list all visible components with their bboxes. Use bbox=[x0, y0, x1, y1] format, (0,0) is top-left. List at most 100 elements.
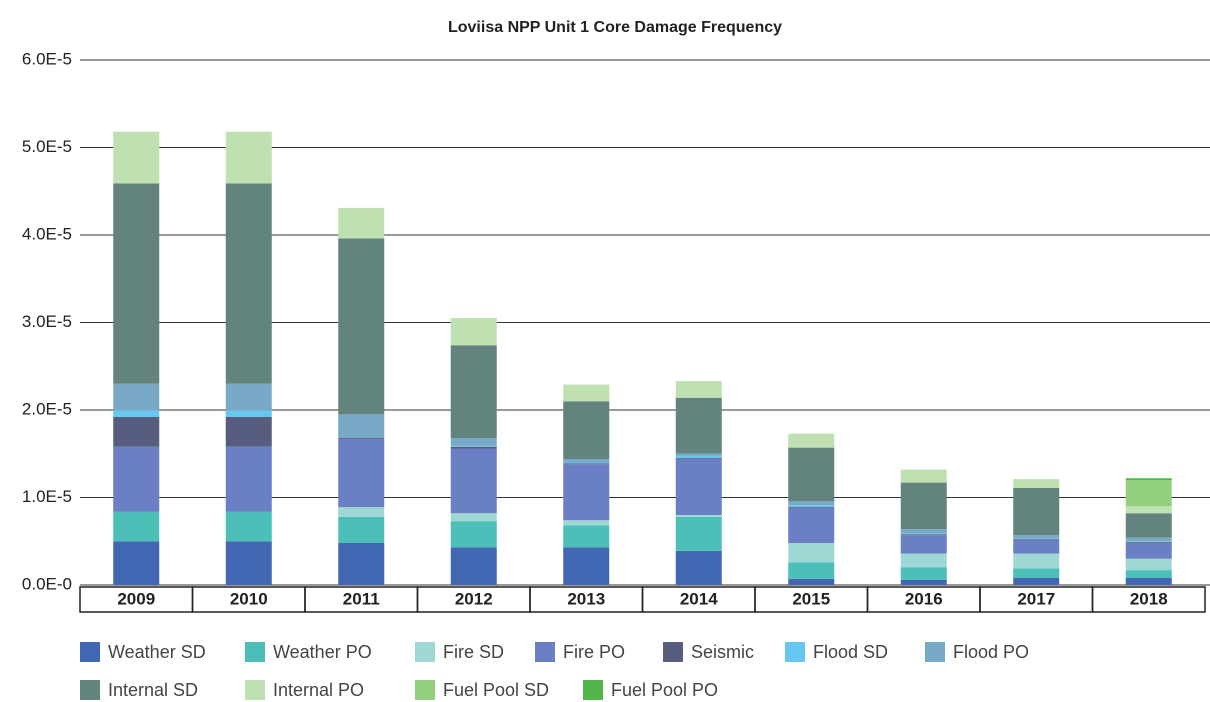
bar-segment bbox=[563, 462, 610, 464]
chart-title: Loviisa NPP Unit 1 Core Damage Frequency bbox=[448, 19, 782, 36]
bar-segment bbox=[788, 507, 835, 508]
legend-label: Fire PO bbox=[563, 642, 625, 662]
bar-segment bbox=[675, 458, 722, 459]
legend-swatch bbox=[245, 680, 265, 700]
bar-segment bbox=[900, 579, 947, 585]
bar-segment bbox=[1013, 538, 1060, 540]
legend-swatch bbox=[415, 642, 435, 662]
bar-segment bbox=[1125, 543, 1172, 559]
bar-segment bbox=[788, 543, 835, 563]
bar-segment bbox=[675, 459, 722, 515]
bar-segment bbox=[1125, 558, 1172, 571]
bar-segment bbox=[225, 446, 272, 512]
legend-swatch bbox=[583, 680, 603, 700]
x-tick-label: 2014 bbox=[680, 589, 718, 608]
bar-segment bbox=[450, 445, 497, 447]
bar-segment bbox=[450, 521, 497, 548]
bar-segment bbox=[113, 511, 160, 542]
bar-segment bbox=[1125, 480, 1172, 507]
bar-segment bbox=[1013, 568, 1060, 578]
legend-swatch bbox=[785, 642, 805, 662]
bar-segment bbox=[338, 238, 385, 415]
bar-segment bbox=[900, 534, 947, 536]
x-tick-label: 2012 bbox=[455, 589, 493, 608]
legend-label: Weather PO bbox=[273, 642, 372, 662]
bar-segment bbox=[900, 533, 947, 535]
bar-segment bbox=[788, 505, 835, 508]
bar-segment bbox=[225, 541, 272, 585]
legend-label: Weather SD bbox=[108, 642, 206, 662]
x-tick-label: 2010 bbox=[230, 589, 268, 608]
bar-segment bbox=[1125, 478, 1172, 480]
bar-segment bbox=[900, 535, 947, 554]
bar-segment bbox=[113, 417, 160, 447]
y-tick-label: 2.0E-5 bbox=[22, 399, 72, 418]
bar-segment bbox=[900, 482, 947, 529]
bar-segment bbox=[563, 547, 610, 585]
bar-segment bbox=[563, 463, 610, 465]
bar-segment bbox=[900, 529, 947, 534]
bar-segment bbox=[450, 446, 497, 449]
legend-label: Seismic bbox=[691, 642, 754, 662]
bar-segment bbox=[338, 438, 385, 439]
bar-segment bbox=[1125, 537, 1172, 542]
legend-label: Fuel Pool PO bbox=[611, 680, 718, 700]
x-tick-label: 2011 bbox=[343, 589, 380, 608]
bar-segment bbox=[338, 516, 385, 543]
x-tick-label: 2013 bbox=[567, 589, 605, 608]
bar-segment bbox=[225, 383, 272, 411]
bar-segment bbox=[675, 453, 722, 456]
bar-segment bbox=[225, 183, 272, 384]
bar-segment bbox=[563, 459, 610, 463]
x-tick-label: 2017 bbox=[1017, 589, 1055, 608]
legend-label: Fire SD bbox=[443, 642, 504, 662]
bar-segment bbox=[675, 397, 722, 454]
y-tick-label: 4.0E-5 bbox=[22, 224, 72, 243]
category-cell bbox=[1091, 586, 1206, 613]
bar-segment bbox=[1125, 506, 1172, 514]
bar-segment bbox=[675, 550, 722, 585]
bar-segment bbox=[563, 384, 610, 402]
legend-label: Flood PO bbox=[953, 642, 1029, 662]
bar-segment bbox=[450, 345, 497, 438]
bar-segment bbox=[1125, 578, 1172, 585]
bar-segment bbox=[563, 464, 610, 521]
y-tick-label: 1.0E-5 bbox=[22, 487, 72, 506]
bar-segment bbox=[450, 318, 497, 346]
x-tick-label: 2016 bbox=[905, 589, 943, 608]
bar-segment bbox=[338, 207, 385, 239]
x-tick-label: 2018 bbox=[1130, 589, 1168, 608]
bar-segment bbox=[1013, 553, 1060, 569]
bar-segment bbox=[1013, 578, 1060, 585]
bar-segment bbox=[113, 131, 160, 184]
bar-segment bbox=[1013, 487, 1060, 536]
legend-label: Flood SD bbox=[813, 642, 888, 662]
bar-segment bbox=[450, 547, 497, 585]
bar-segment bbox=[563, 520, 610, 526]
y-tick-label: 0.0E-0 bbox=[22, 574, 72, 593]
bar-segment bbox=[113, 383, 160, 411]
bar-segment bbox=[225, 511, 272, 542]
x-tick-label: 2009 bbox=[117, 589, 155, 608]
bar-segment bbox=[450, 448, 497, 514]
bar-segment bbox=[675, 455, 722, 459]
legend-swatch bbox=[535, 642, 555, 662]
bar-segment bbox=[338, 438, 385, 508]
bar-segment bbox=[1125, 513, 1172, 538]
bar-segment bbox=[225, 410, 272, 417]
bar-segment bbox=[563, 525, 610, 548]
legend-swatch bbox=[663, 642, 683, 662]
bar-segment bbox=[900, 567, 947, 580]
y-tick-label: 6.0E-5 bbox=[22, 49, 72, 68]
legend-swatch bbox=[245, 642, 265, 662]
y-tick-label: 5.0E-5 bbox=[22, 137, 72, 156]
legend-swatch bbox=[80, 680, 100, 700]
bar-segment bbox=[563, 401, 610, 459]
bar-segment bbox=[1013, 479, 1060, 488]
legend-label: Internal SD bbox=[108, 680, 198, 700]
bar-segment bbox=[675, 515, 722, 517]
bar-segment bbox=[1013, 540, 1060, 554]
bar-segment bbox=[1013, 539, 1060, 541]
legend-label: Fuel Pool SD bbox=[443, 680, 549, 700]
